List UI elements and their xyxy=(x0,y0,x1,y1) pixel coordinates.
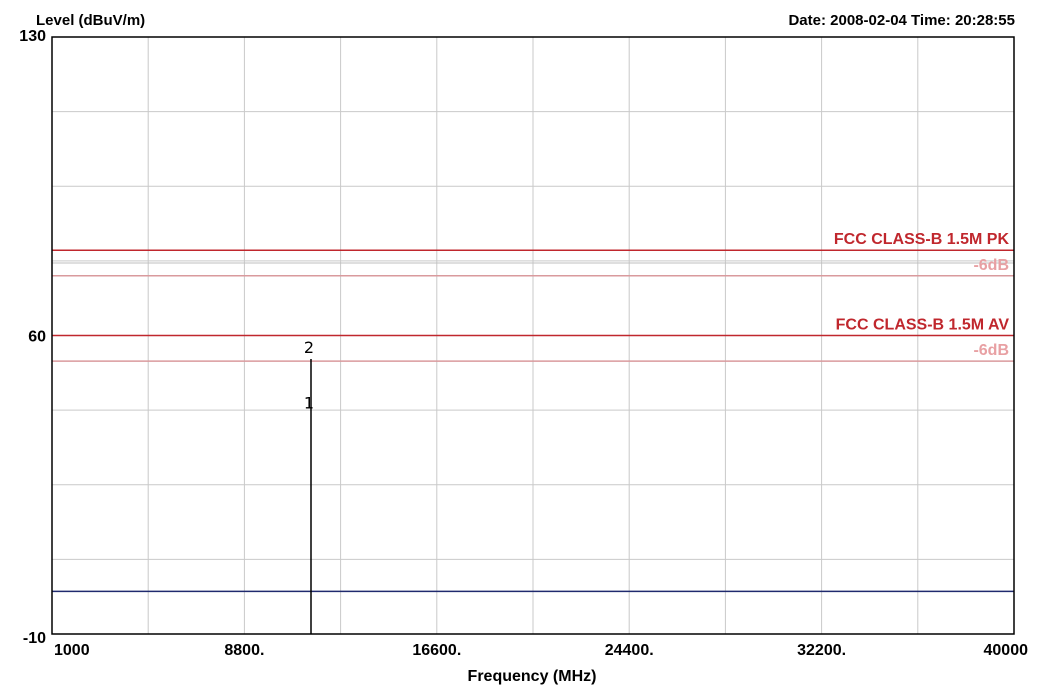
x-tick-label: 1000 xyxy=(54,642,90,659)
datetime-label: Date: 2008-02-04 Time: 20:28:55 xyxy=(788,12,1015,29)
tick-labels: 1000 8800. 16600. 24400. 32200. 40000 130 60 -10 xyxy=(19,28,1028,659)
x-axis-label: Frequency (MHz) xyxy=(468,668,597,685)
limit-line-label: -6dB xyxy=(973,342,1009,359)
limit-labels: FCC CLASS-B 1.5M PK -6dB FCC CLASS-B 1.5M … xyxy=(834,231,1010,359)
y-axis-label: Level (dBuV/m) xyxy=(36,12,145,29)
limit-line-label: -6dB xyxy=(973,257,1009,274)
x-tick-label: 16600. xyxy=(412,642,461,659)
marker-label: 2 xyxy=(304,338,314,357)
y-tick-label: -10 xyxy=(23,630,46,647)
x-tick-label: 24400. xyxy=(605,642,654,659)
limit-lines xyxy=(52,249,1014,362)
x-tick-label: 40000 xyxy=(984,642,1029,659)
marker-label: 1 xyxy=(304,393,314,412)
x-tick-label: 8800. xyxy=(224,642,264,659)
limit-line-label: FCC CLASS-B 1.5M PK xyxy=(834,231,1010,248)
x-tick-label: 32200. xyxy=(797,642,846,659)
y-tick-label: 130 xyxy=(19,28,46,45)
y-tick-label: 60 xyxy=(28,329,46,346)
marker-labels: 21 xyxy=(304,338,314,412)
data-traces xyxy=(52,358,1014,634)
plot-area-border xyxy=(51,36,1015,635)
limit-line-label: FCC CLASS-B 1.5M AV xyxy=(836,317,1010,334)
